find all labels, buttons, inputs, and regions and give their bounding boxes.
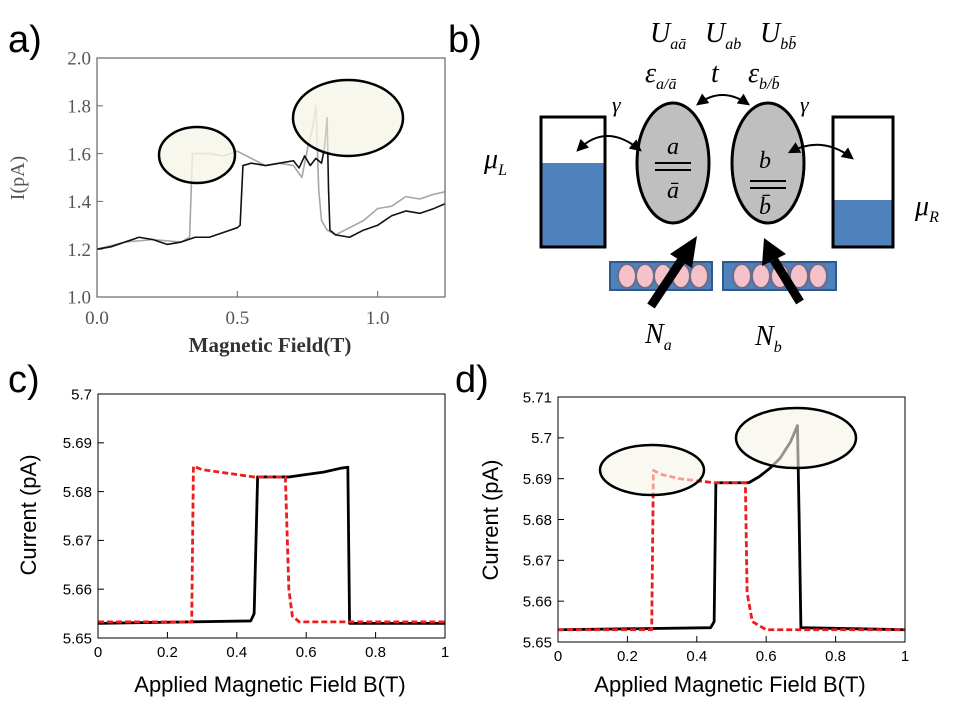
coupling-label: γ xyxy=(800,92,810,117)
dot-level-label: a xyxy=(667,134,679,160)
level-label: εa/ā xyxy=(645,58,677,93)
highlight-ellipse xyxy=(291,78,405,158)
y-tick-label: 2.0 xyxy=(67,49,91,70)
lead-label: μR xyxy=(914,191,939,226)
y-tick-label: 1.4 xyxy=(67,192,91,213)
plot-frame xyxy=(96,57,446,298)
plot-frame xyxy=(97,393,446,639)
plots: a) 0.0 0.5 1.0 1.0 1.2 1.4 1.6 1.8 2.0 Magnetic Fi… xyxy=(7,19,909,697)
y-tick-label: 5.66 xyxy=(63,581,92,598)
tunnel-arrow xyxy=(787,142,854,160)
highlight-ellipse xyxy=(734,406,858,470)
x-axis-title: Applied Magnetic Field B(T) xyxy=(134,672,405,697)
y-tick-label: 1.6 xyxy=(67,144,91,165)
y-tick-label: 5.66 xyxy=(523,593,552,610)
x-tick-label: 0.4 xyxy=(226,644,247,661)
y-tick-label: 5.7 xyxy=(71,386,92,403)
highlight-ellipse xyxy=(157,125,237,185)
bath-arrowhead xyxy=(670,236,697,268)
y-axis-title: I(pA) xyxy=(7,156,29,200)
y-tick-label: 5.67 xyxy=(63,533,92,550)
bath-arrowhead xyxy=(762,238,786,266)
coupling-label: γ xyxy=(612,92,622,117)
x-tick-label: 1.0 xyxy=(366,308,390,329)
y-tick-label: 5.71 xyxy=(523,389,552,406)
bath-label: Nb xyxy=(754,321,782,356)
y-tick-label: 1.2 xyxy=(67,240,91,261)
lead-fill xyxy=(541,163,605,247)
x-axis-title: Applied Magnetic Field B(T) xyxy=(594,672,865,697)
x-axis-title: Magnetic Field(T) xyxy=(189,333,352,357)
bath-label: Na xyxy=(644,319,672,354)
x-tick-label: 0.0 xyxy=(85,308,109,329)
y-tick-label: 1.0 xyxy=(67,288,91,309)
data-line xyxy=(96,116,446,250)
lead-label: μL xyxy=(483,144,507,179)
x-tick-label: 1 xyxy=(441,644,449,661)
panel-label: a) xyxy=(8,19,42,61)
y-tick-label: 5.68 xyxy=(523,512,552,529)
lead xyxy=(539,115,607,249)
y-tick-label: 5.65 xyxy=(63,630,92,647)
x-tick-label: 0.2 xyxy=(157,644,178,661)
panel-label: d) xyxy=(455,359,489,401)
annotations xyxy=(157,78,858,497)
bath-arrow xyxy=(770,257,804,305)
y-tick-label: 5.67 xyxy=(523,553,552,570)
y-tick-label: 1.8 xyxy=(67,96,91,117)
data-line xyxy=(557,424,906,632)
data-line xyxy=(98,464,445,624)
quantum-dot xyxy=(730,101,806,225)
dot-level-label: b̄ xyxy=(759,194,771,220)
diagram: b) Uaā Uab Ubb̄ εa/ā t εb/b̄ γ γ μL μR a… xyxy=(448,18,939,356)
tunneling-label: t xyxy=(711,58,720,89)
y-tick-label: 5.69 xyxy=(523,471,552,488)
y-axis-title: Current (pA) xyxy=(478,459,503,580)
x-tick-label: 0 xyxy=(94,644,102,661)
bath-arrow xyxy=(647,255,687,309)
interaction-label: Uab xyxy=(705,18,741,53)
x-tick-label: 0 xyxy=(554,648,562,665)
x-tick-label: 1 xyxy=(901,648,909,665)
x-tick-label: 0.5 xyxy=(225,308,249,329)
interaction-label: Uaā xyxy=(650,18,686,53)
lead xyxy=(831,115,895,249)
tunnel-arrow xyxy=(696,93,750,106)
dot-level-label: b xyxy=(759,148,771,174)
x-tick-label: 0.4 xyxy=(686,648,707,665)
level-label: εb/b̄ xyxy=(748,58,780,93)
lead-fill xyxy=(833,200,893,247)
highlight-ellipse xyxy=(598,443,706,497)
x-tick-label: 0.6 xyxy=(756,648,777,665)
data-line xyxy=(97,465,445,625)
x-tick-label: 0.2 xyxy=(617,648,638,665)
x-tick-label: 0.8 xyxy=(825,648,846,665)
dot-level-label: ā xyxy=(667,178,679,204)
data-line xyxy=(558,469,905,632)
panel-label: b) xyxy=(448,19,482,61)
tunnel-arrow xyxy=(576,135,642,152)
y-axis-title: Current (pA) xyxy=(16,454,41,575)
y-tick-label: 5.69 xyxy=(63,435,92,452)
panel-label: c) xyxy=(8,359,40,401)
interaction-label: Ubb̄ xyxy=(760,18,796,53)
y-tick-label: 5.65 xyxy=(523,634,552,651)
y-tick-label: 5.7 xyxy=(531,430,552,447)
plot-frame xyxy=(557,396,906,643)
x-tick-label: 0.8 xyxy=(365,644,386,661)
x-tick-label: 0.6 xyxy=(296,644,317,661)
y-tick-label: 5.68 xyxy=(63,484,92,501)
